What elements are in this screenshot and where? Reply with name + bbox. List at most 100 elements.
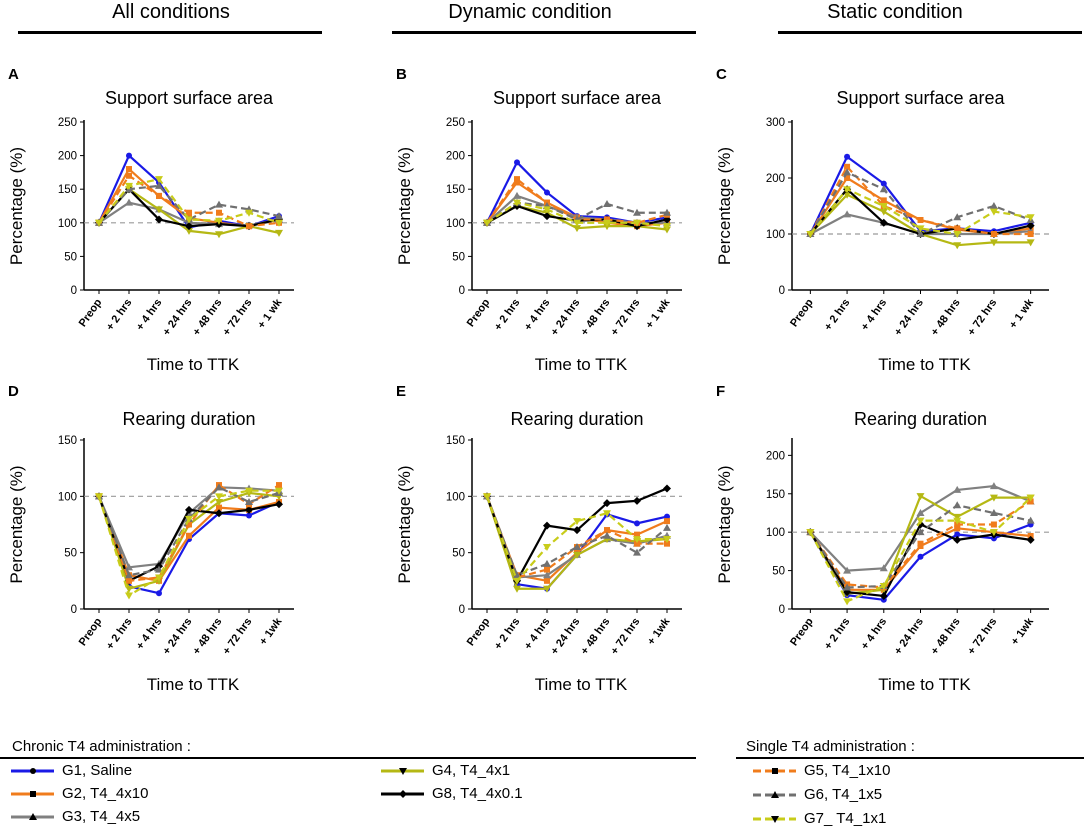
data-point bbox=[483, 493, 491, 501]
data-point bbox=[633, 219, 641, 227]
x-tick-label: + 4 hrs bbox=[134, 297, 164, 333]
data-point bbox=[1026, 494, 1035, 502]
data-point bbox=[953, 513, 962, 521]
data-point bbox=[544, 577, 550, 584]
data-point bbox=[989, 508, 998, 516]
x-tick-label: + 2 hrs bbox=[822, 297, 852, 333]
x-tick-label: + 1 wk bbox=[256, 296, 285, 331]
data-point bbox=[543, 544, 551, 552]
data-point bbox=[275, 500, 283, 509]
y-tick-label: 50 bbox=[452, 251, 465, 263]
y-tick-label: 0 bbox=[779, 285, 785, 297]
data-point bbox=[245, 209, 253, 217]
data-point bbox=[185, 222, 193, 231]
y-tick-label: 150 bbox=[58, 435, 77, 447]
data-point bbox=[215, 498, 223, 506]
data-point bbox=[125, 592, 133, 600]
panel-letter: F bbox=[716, 383, 725, 400]
data-point bbox=[663, 536, 671, 544]
y-tick-label: 0 bbox=[459, 604, 465, 616]
data-point bbox=[953, 231, 962, 238]
panel-b: B Support surface area 0 50 100 150 200 250 Perc… bbox=[395, 66, 682, 374]
y-tick-label: 100 bbox=[446, 218, 465, 230]
y-tick-label: 0 bbox=[459, 285, 465, 297]
legend-single-rule bbox=[736, 757, 1084, 759]
data-point bbox=[843, 168, 852, 176]
x-tick-label: + 72 hrs bbox=[609, 616, 643, 657]
data-point bbox=[880, 180, 887, 187]
data-point bbox=[156, 192, 162, 199]
x-tick-label: + 72 hrs bbox=[966, 297, 1000, 338]
data-point bbox=[543, 212, 551, 221]
data-point bbox=[543, 571, 551, 579]
panel-c: C Support surface area 0 100 200 300 Percentag… bbox=[715, 66, 1049, 374]
legend-chronic-rule bbox=[0, 757, 696, 759]
data-point bbox=[1026, 239, 1035, 247]
legend-single-title: Single T4 administration : bbox=[746, 738, 915, 755]
data-point bbox=[843, 583, 852, 591]
data-point bbox=[155, 176, 163, 184]
data-point bbox=[806, 231, 815, 238]
data-point bbox=[276, 482, 282, 489]
x-tick-label: Preop bbox=[77, 297, 105, 330]
panel-f: F Rearing duration 0 50 100 150 200 Percentage … bbox=[715, 383, 1049, 694]
data-point bbox=[917, 553, 924, 560]
column-header-all: All conditions bbox=[112, 1, 230, 23]
data-point bbox=[879, 185, 888, 193]
legend-swatch-marker bbox=[399, 790, 407, 798]
x-axis-label: Time to TTK bbox=[147, 355, 240, 374]
x-axis-label: Time to TTK bbox=[878, 355, 971, 374]
panel-e: E Rearing duration 0 50 100 150 Percentage (%)… bbox=[395, 383, 682, 694]
y-tick-label: 250 bbox=[58, 117, 77, 129]
legend-chronic-title: Chronic T4 administration : bbox=[12, 738, 191, 755]
data-point bbox=[513, 585, 521, 593]
y-tick-label: 100 bbox=[58, 491, 77, 503]
x-axis-label: Time to TTK bbox=[878, 675, 971, 694]
data-point bbox=[663, 523, 671, 531]
y-axis-label: Percentage (%) bbox=[7, 465, 26, 583]
data-point bbox=[573, 219, 581, 227]
x-tick-label: + 72 hrs bbox=[221, 297, 255, 338]
x-tick-label: + 2 hrs bbox=[492, 616, 522, 652]
panel-title: Support surface area bbox=[105, 88, 274, 108]
data-point bbox=[216, 504, 222, 511]
panel-title: Rearing duration bbox=[854, 409, 987, 429]
x-tick-label: + 72 hrs bbox=[966, 616, 1000, 657]
data-point bbox=[275, 487, 283, 495]
y-tick-label: 150 bbox=[446, 435, 465, 447]
x-tick-label: + 48 hrs bbox=[929, 616, 963, 657]
series-g7 bbox=[483, 199, 671, 231]
data-point bbox=[155, 574, 163, 582]
x-tick-label: + 1 wk bbox=[1007, 296, 1036, 331]
data-point bbox=[155, 181, 163, 189]
data-point bbox=[1026, 214, 1035, 222]
data-point bbox=[513, 191, 521, 199]
data-point bbox=[186, 209, 192, 216]
data-point bbox=[186, 521, 192, 528]
data-point bbox=[633, 536, 641, 544]
data-point bbox=[245, 505, 253, 514]
x-tick-label: + 48 hrs bbox=[191, 616, 225, 657]
column-header-static: Static condition bbox=[827, 1, 963, 23]
data-point bbox=[125, 585, 133, 593]
y-tick-label: 50 bbox=[772, 566, 785, 578]
data-point bbox=[514, 179, 520, 186]
data-point bbox=[483, 219, 491, 227]
x-tick-label: + 72 hrs bbox=[609, 297, 643, 338]
data-point bbox=[634, 520, 640, 527]
data-point bbox=[989, 482, 998, 490]
data-point bbox=[125, 571, 133, 579]
y-axis-label: Percentage (%) bbox=[395, 147, 414, 265]
data-point bbox=[573, 526, 581, 535]
data-point bbox=[844, 175, 851, 181]
data-point bbox=[275, 212, 283, 220]
data-point bbox=[126, 577, 132, 584]
data-point bbox=[916, 517, 925, 525]
data-point bbox=[664, 540, 670, 547]
data-point bbox=[664, 513, 670, 520]
data-point bbox=[633, 548, 641, 556]
data-point bbox=[513, 571, 521, 579]
y-axis-label: Percentage (%) bbox=[715, 147, 734, 265]
data-point bbox=[633, 496, 641, 505]
legend-swatch-marker bbox=[29, 813, 37, 820]
